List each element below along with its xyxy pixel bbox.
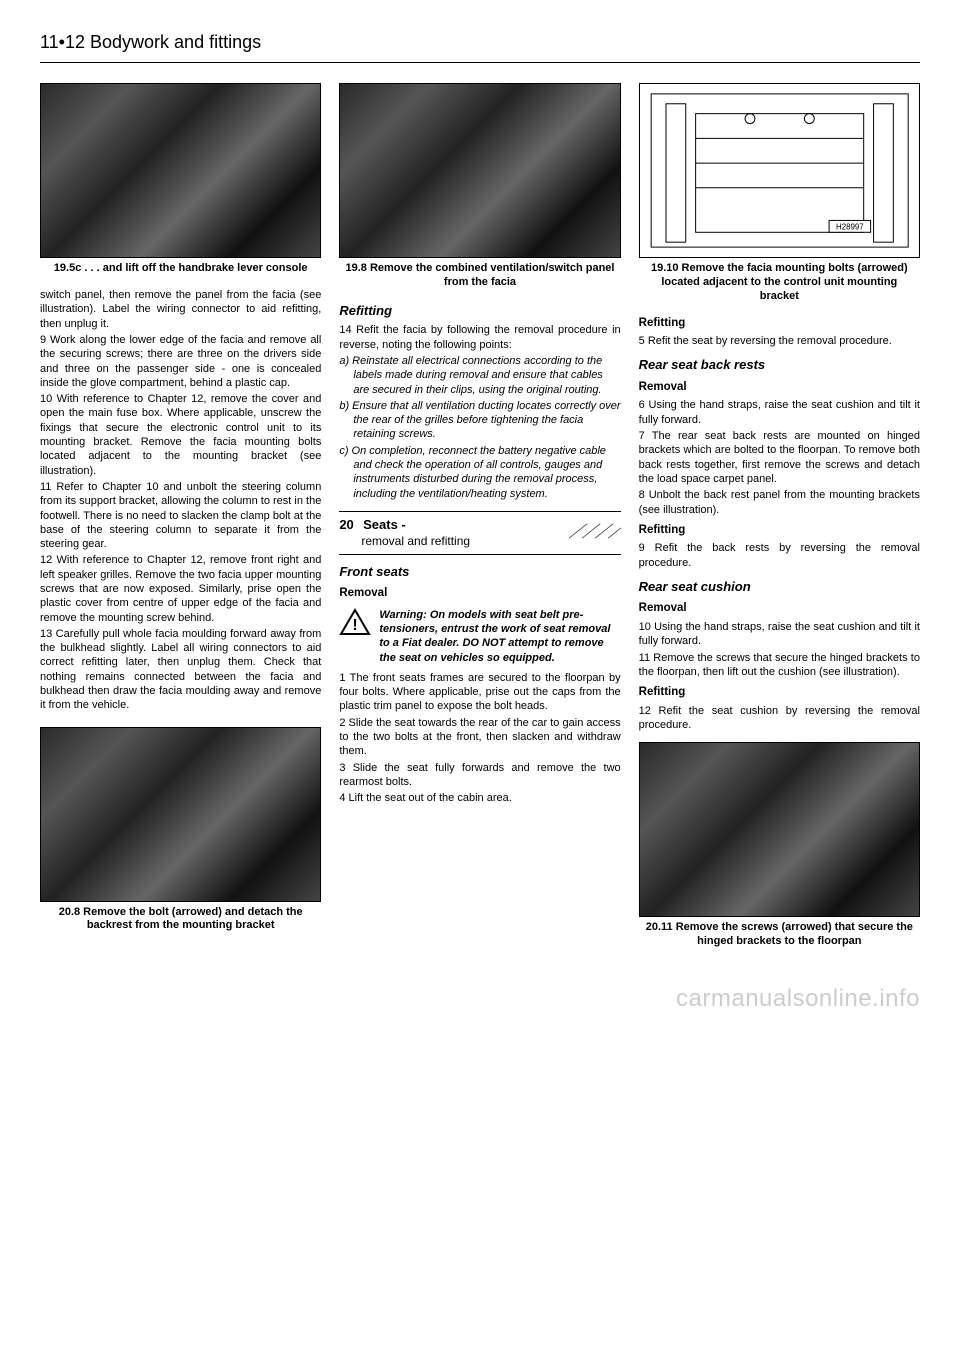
svg-text:H28997: H28997 [836,223,864,232]
paragraph: 12 Refit the seat cushion by reversing t… [639,704,920,733]
paragraph: 11 Refer to Chapter 10 and unbolt the st… [40,480,321,551]
figure-19-5c: 19.5c . . . and lift off the handbrake l… [40,83,321,276]
front-seats-heading: Front seats [339,563,620,581]
paragraph: 5 Refit the seat by reversing the remova… [639,334,920,348]
figure-20-8: 20.8 Remove the bolt (arrowed) and detac… [40,727,321,934]
paragraph: 13 Carefully pull whole facia moulding f… [40,627,321,713]
figure-caption: 20.11 Remove the screws (arrowed) that s… [639,921,920,949]
rear-back-rests-heading: Rear seat back rests [639,356,920,374]
paragraph: 9 Refit the back rests by reversing the … [639,541,920,570]
section-subtitle: removal and refitting [361,534,470,548]
paragraph: 1 The front seats frames are secured to … [339,671,620,714]
column-2: 19.8 Remove the combined ventilation/swi… [339,83,620,960]
section-number: 20 [339,517,353,532]
paragraph: 14 Refit the facia by following the remo… [339,323,620,352]
body-text: 12 Refit the seat cushion by reversing t… [639,704,920,733]
paragraph: 10 Using the hand straps, raise the seat… [639,620,920,649]
refitting-heading: Refitting [639,685,920,701]
figure-caption: 19.5c . . . and lift off the handbrake l… [40,262,321,276]
figure-image [339,83,620,258]
section-title-block: 20 Seats - removal and refitting [339,516,470,550]
section-20-header: 20 Seats - removal and refitting ／／／／ [339,511,620,555]
paragraph: 9 Work along the lower edge of the facia… [40,333,321,390]
body-text: 1 The front seats frames are secured to … [339,671,620,806]
content-columns: 19.5c . . . and lift off the handbrake l… [40,83,920,960]
figure-image [40,83,321,258]
figure-image [40,727,321,902]
paragraph: 7 The rear seat back rests are mounted o… [639,429,920,486]
removal-heading: Removal [639,601,920,617]
paragraph: switch panel, then remove the panel from… [40,288,321,331]
figure-image [639,742,920,917]
refitting-heading: Refitting [639,523,920,539]
section-title: Seats - [363,517,406,532]
paragraph: 3 Slide the seat fully forwards and remo… [339,761,620,790]
difficulty-hatch-icon: ／／／／ [569,522,621,544]
removal-heading: Removal [639,380,920,396]
warning-text: Warning: On models with seat belt pre-te… [379,608,620,665]
paragraph: 6 Using the hand straps, raise the seat … [639,398,920,427]
body-text: switch panel, then remove the panel from… [40,288,321,713]
paragraph: 10 With reference to Chapter 12, remove … [40,392,321,478]
paragraph: 12 With reference to Chapter 12, remove … [40,553,321,624]
paragraph: 11 Remove the screws that secure the hin… [639,651,920,680]
rear-seat-cushion-heading: Rear seat cushion [639,578,920,596]
figure-caption: 20.8 Remove the bolt (arrowed) and detac… [40,906,321,934]
svg-text:!: ! [353,617,358,634]
refitting-heading: Refitting [639,316,920,332]
figure-20-11: 20.11 Remove the screws (arrowed) that s… [639,742,920,949]
body-text: 14 Refit the facia by following the remo… [339,323,620,352]
page-header: 11•12 Bodywork and fittings [40,30,920,54]
paragraph: 2 Slide the seat towards the rear of the… [339,716,620,759]
warning-box: ! Warning: On models with seat belt pre-… [339,608,620,665]
warning-triangle-icon: ! [339,608,371,665]
list-item: b) Ensure that all ventilation ducting l… [353,399,620,442]
column-3: H28997 19.10 Remove the facia mounting b… [639,83,920,960]
paragraph: 4 Lift the seat out of the cabin area. [339,791,620,805]
paragraph: 8 Unbolt the back rest panel from the mo… [639,488,920,517]
figure-image: H28997 [639,83,920,258]
watermark: carmanualsonline.info [40,983,920,1015]
column-1: 19.5c . . . and lift off the handbrake l… [40,83,321,960]
figure-caption: 19.10 Remove the facia mounting bolts (a… [639,262,920,303]
removal-heading: Removal [339,586,620,602]
header-rule [40,62,920,63]
figure-19-8: 19.8 Remove the combined ventilation/swi… [339,83,620,290]
body-text: 9 Refit the back rests by reversing the … [639,541,920,570]
figure-19-10: H28997 19.10 Remove the facia mounting b… [639,83,920,303]
body-text: 10 Using the hand straps, raise the seat… [639,620,920,679]
refitting-heading: Refitting [339,302,620,320]
body-text: 6 Using the hand straps, raise the seat … [639,398,920,516]
list-item: c) On completion, reconnect the battery … [353,444,620,501]
body-text: 5 Refit the seat by reversing the remova… [639,334,920,348]
figure-caption: 19.8 Remove the combined ventilation/swi… [339,262,620,290]
list-item: a) Reinstate all electrical connections … [353,354,620,397]
